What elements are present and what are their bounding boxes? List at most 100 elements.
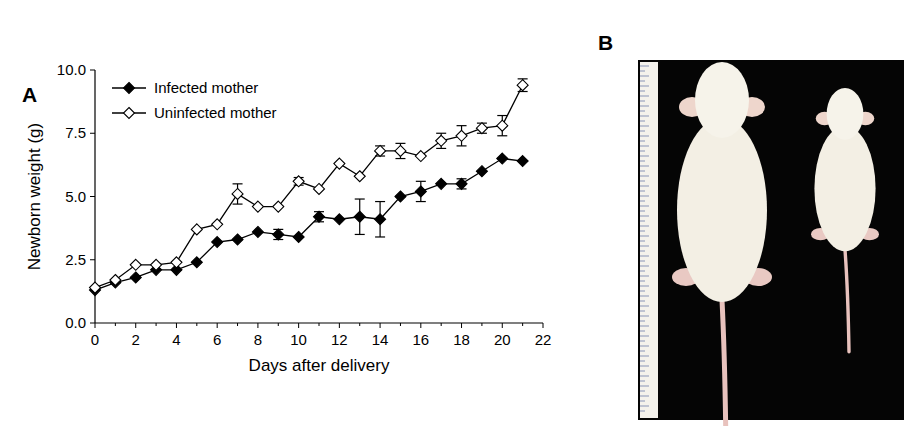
data-point (232, 188, 243, 199)
x-tick (380, 323, 381, 328)
mouse (811, 88, 879, 352)
data-point (314, 211, 325, 222)
data-point (191, 224, 202, 235)
data-point (476, 166, 487, 177)
data-point (252, 201, 263, 212)
data-point (517, 156, 528, 167)
data-point (273, 201, 284, 212)
x-tick (543, 323, 544, 328)
x-tick-label: 8 (254, 331, 262, 348)
mouse (672, 62, 772, 426)
error-bar (457, 179, 467, 189)
data-point (130, 259, 141, 270)
x-tick-label: 0 (91, 331, 99, 348)
x-tick-label: 10 (290, 331, 307, 348)
error-bar (436, 133, 446, 148)
x-minor-tick (400, 323, 401, 326)
x-tick-label: 2 (132, 331, 140, 348)
data-point (212, 237, 223, 248)
legend-marker (124, 83, 135, 94)
y-axis-title: Newborn weight (g) (25, 123, 44, 270)
y-tick-label: 0.0 (65, 314, 86, 331)
x-tick (298, 323, 299, 328)
x-tick-label: 22 (535, 331, 552, 348)
x-minor-tick (481, 323, 482, 326)
data-point (476, 123, 487, 134)
x-tick-label: 14 (372, 331, 389, 348)
data-point (395, 191, 406, 202)
data-point (354, 171, 365, 182)
x-axis-title: Days after delivery (249, 356, 390, 375)
data-point (110, 274, 121, 285)
data-point (90, 282, 101, 293)
y-tick-label: 5.0 (65, 188, 86, 205)
x-tick (461, 323, 462, 328)
error-bar (375, 146, 385, 156)
x-tick (502, 323, 503, 328)
data-point (375, 214, 386, 225)
x-tick-label: 4 (172, 331, 180, 348)
data-point (415, 151, 426, 162)
data-point (456, 130, 467, 141)
data-point (151, 259, 162, 270)
data-point (436, 178, 447, 189)
data-point (130, 272, 141, 283)
error-bar (314, 212, 324, 222)
series-line (95, 85, 523, 287)
legend: Infected mother Uninfected mother (112, 79, 277, 121)
data-point (252, 226, 263, 237)
x-minor-tick (319, 323, 320, 326)
y-tick (90, 259, 95, 260)
plot-area (90, 79, 529, 296)
error-bar (518, 79, 528, 92)
data-point (314, 183, 325, 194)
x-tick-label: 6 (213, 331, 221, 348)
x-minor-tick (441, 323, 442, 326)
data-point (273, 229, 284, 240)
panel-label: A (22, 83, 37, 106)
error-bar (273, 229, 283, 239)
x-tick (257, 323, 258, 328)
x-tick (420, 323, 421, 328)
x-tick-label: 20 (494, 331, 511, 348)
x-tick (135, 323, 136, 328)
data-point (293, 231, 304, 242)
x-tick-label: 12 (331, 331, 348, 348)
x-tick (95, 323, 96, 328)
x-minor-tick (156, 323, 157, 326)
data-point (456, 178, 467, 189)
y-tick-label: 10.0 (57, 61, 86, 78)
y-tick (90, 196, 95, 197)
y-tick (90, 323, 95, 324)
data-point (293, 176, 304, 187)
error-bar (233, 184, 243, 204)
data-point (375, 145, 386, 156)
y-tick-label: 2.5 (65, 251, 86, 268)
data-point (334, 214, 345, 225)
data-point (517, 80, 528, 91)
data-point (415, 186, 426, 197)
data-point (212, 219, 223, 230)
figure: A02468101214161820220.02.55.07.510.0Days… (0, 0, 914, 426)
x-tick-label: 16 (412, 331, 429, 348)
panel-label: B (598, 31, 613, 54)
legend-label: Infected mother (154, 79, 258, 96)
data-point (334, 158, 345, 169)
error-bar (355, 199, 365, 234)
data-point (497, 153, 508, 164)
error-bar (416, 181, 426, 201)
legend-label: Uninfected mother (154, 104, 277, 121)
y-tick (90, 133, 95, 134)
x-minor-tick (359, 323, 360, 326)
data-point (354, 211, 365, 222)
x-tick-label: 18 (453, 331, 470, 348)
x-tick (176, 323, 177, 328)
y-tick (90, 70, 95, 71)
x-minor-tick (237, 323, 238, 326)
error-bar (497, 116, 507, 136)
data-point (191, 257, 202, 268)
x-minor-tick (522, 323, 523, 326)
data-point (171, 257, 182, 268)
error-bar (457, 126, 467, 146)
x-minor-tick (115, 323, 116, 326)
